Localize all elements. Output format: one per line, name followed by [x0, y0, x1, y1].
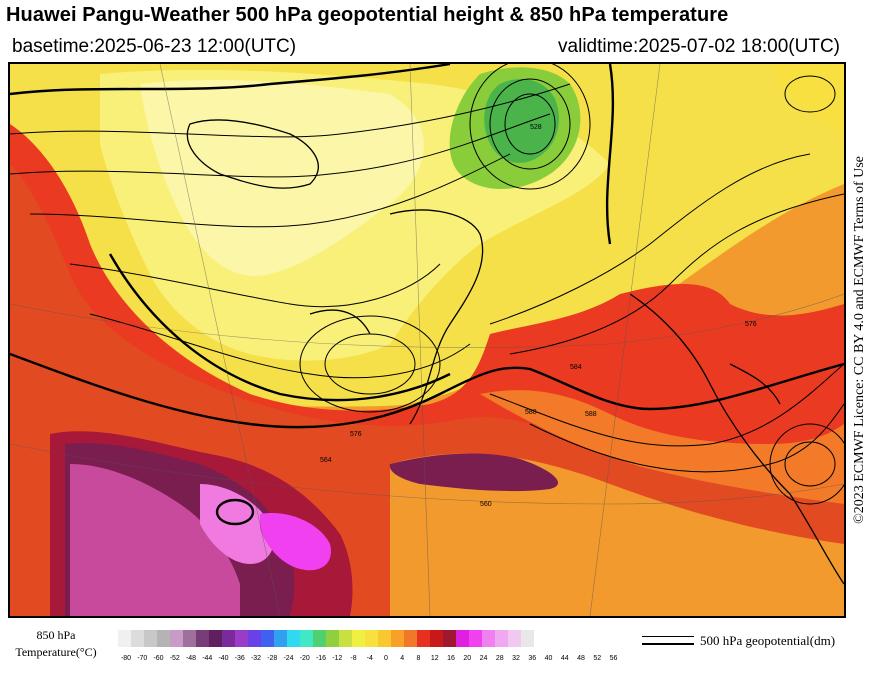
contour-legend-thick-line — [642, 643, 694, 645]
colorbar-ticks: -80 -70 -60 -52 -48 -44 -40 -36 -32 -28 -24 -20 -16-… — [118, 655, 638, 667]
temperature-colorbar — [118, 630, 534, 647]
contour-legend-label: 500 hPa geopotential(dm) — [700, 633, 835, 649]
colorbar-cell — [300, 630, 313, 647]
colorbar-tick-label: 16 — [447, 655, 455, 662]
colorbar-tick-label: -28 — [267, 655, 277, 662]
colorbar-tick-label: -44 — [202, 655, 212, 662]
temperature-legend-label: 850 hPa Temperature(°C) — [6, 627, 106, 661]
colorbar-cell — [144, 630, 157, 647]
colorbar-cell — [352, 630, 365, 647]
colorbar-tick-label: -24 — [283, 655, 293, 662]
colorbar-tick-label: 12 — [431, 655, 439, 662]
colorbar-tick-label: -32 — [251, 655, 261, 662]
colorbar-tick-label: 8 — [417, 655, 421, 662]
contour-legend: 500 hPa geopotential(dm) — [640, 632, 870, 654]
colorbar-cell — [274, 630, 287, 647]
colorbar-cell — [378, 630, 391, 647]
colorbar-tick-label: -20 — [300, 655, 310, 662]
colorbar-cell — [430, 630, 443, 647]
colorbar-cell — [456, 630, 469, 647]
colorbar-tick-label: 44 — [561, 655, 569, 662]
colorbar-tick-label: 32 — [512, 655, 520, 662]
colorbar-tick-label: -8 — [350, 655, 356, 662]
colorbar-tick-label: 28 — [496, 655, 504, 662]
colorbar-cell — [157, 630, 170, 647]
colorbar-tick-label: -70 — [137, 655, 147, 662]
license-credit: ©2023 ECMWF Licence: CC BY 4.0 and ECMWF… — [851, 70, 869, 610]
contour-label: 564 — [320, 457, 332, 464]
colorbar-cell — [326, 630, 339, 647]
colorbar-tick-label: -60 — [153, 655, 163, 662]
contour-label: 576 — [350, 431, 362, 438]
colorbar-tick-label: -80 — [121, 655, 131, 662]
colorbar-cell — [495, 630, 508, 647]
colorbar-tick-label: -36 — [235, 655, 245, 662]
contour-label: 560 — [480, 501, 492, 508]
colorbar-tick-label: 48 — [577, 655, 585, 662]
weather-map-graphic: 576 564 528 584 588 560 576 588 — [10, 64, 844, 616]
colorbar-cell — [521, 630, 534, 647]
colorbar-tick-label: -16 — [316, 655, 326, 662]
colorbar-tick-label: -40 — [218, 655, 228, 662]
colorbar-cell — [391, 630, 404, 647]
colorbar-cell — [339, 630, 352, 647]
contour-label: 588 — [525, 409, 537, 416]
colorbar-tick-label: 20 — [463, 655, 471, 662]
contour-label: 584 — [570, 364, 582, 371]
contour-label: 528 — [530, 124, 542, 131]
colorbar-tick-label: -52 — [170, 655, 180, 662]
colorbar-cell — [209, 630, 222, 647]
colorbar-cell — [183, 630, 196, 647]
colorbar-cell — [131, 630, 144, 647]
colorbar-cell — [222, 630, 235, 647]
colorbar-cell — [313, 630, 326, 647]
colorbar-tick-label: 40 — [545, 655, 553, 662]
colorbar-tick-label: 24 — [480, 655, 488, 662]
chart-title: Huawei Pangu-Weather 500 hPa geopotentia… — [6, 4, 728, 27]
temperature-legend-line2: Temperature(°C) — [6, 644, 106, 661]
license-text: ©2023 ECMWF Licence: CC BY 4.0 and ECMWF… — [852, 156, 868, 524]
colorbar-tick-label: 36 — [528, 655, 536, 662]
colorbar-cell — [365, 630, 378, 647]
contour-legend-thin-line — [642, 636, 694, 637]
contour-label: 576 — [745, 321, 757, 328]
colorbar-tick-label: -48 — [186, 655, 196, 662]
colorbar-cell — [482, 630, 495, 647]
colorbar-cell — [287, 630, 300, 647]
colorbar-cell — [404, 630, 417, 647]
colorbar-cell — [170, 630, 183, 647]
colorbar-tick-label: 52 — [593, 655, 601, 662]
colorbar-tick-label: -4 — [367, 655, 373, 662]
colorbar-cell — [469, 630, 482, 647]
validtime-label: validtime:2025-07-02 18:00(UTC) — [558, 36, 840, 58]
contour-label: 588 — [585, 411, 597, 418]
weather-map: 576 564 528 584 588 560 576 588 — [8, 62, 846, 618]
temperature-legend-line1: 850 hPa — [6, 627, 106, 644]
colorbar-cell — [508, 630, 521, 647]
colorbar-cell — [248, 630, 261, 647]
colorbar-cell — [196, 630, 209, 647]
basetime-label: basetime:2025-06-23 12:00(UTC) — [12, 36, 296, 58]
colorbar-tick-label: 4 — [400, 655, 404, 662]
colorbar-cell — [417, 630, 430, 647]
colorbar-tick-label: 0 — [384, 655, 388, 662]
colorbar-tick-label: 56 — [610, 655, 618, 662]
colorbar-cell — [261, 630, 274, 647]
colorbar-cell — [118, 630, 131, 647]
colorbar-cell — [443, 630, 456, 647]
colorbar-tick-label: -12 — [332, 655, 342, 662]
colorbar-cell — [235, 630, 248, 647]
